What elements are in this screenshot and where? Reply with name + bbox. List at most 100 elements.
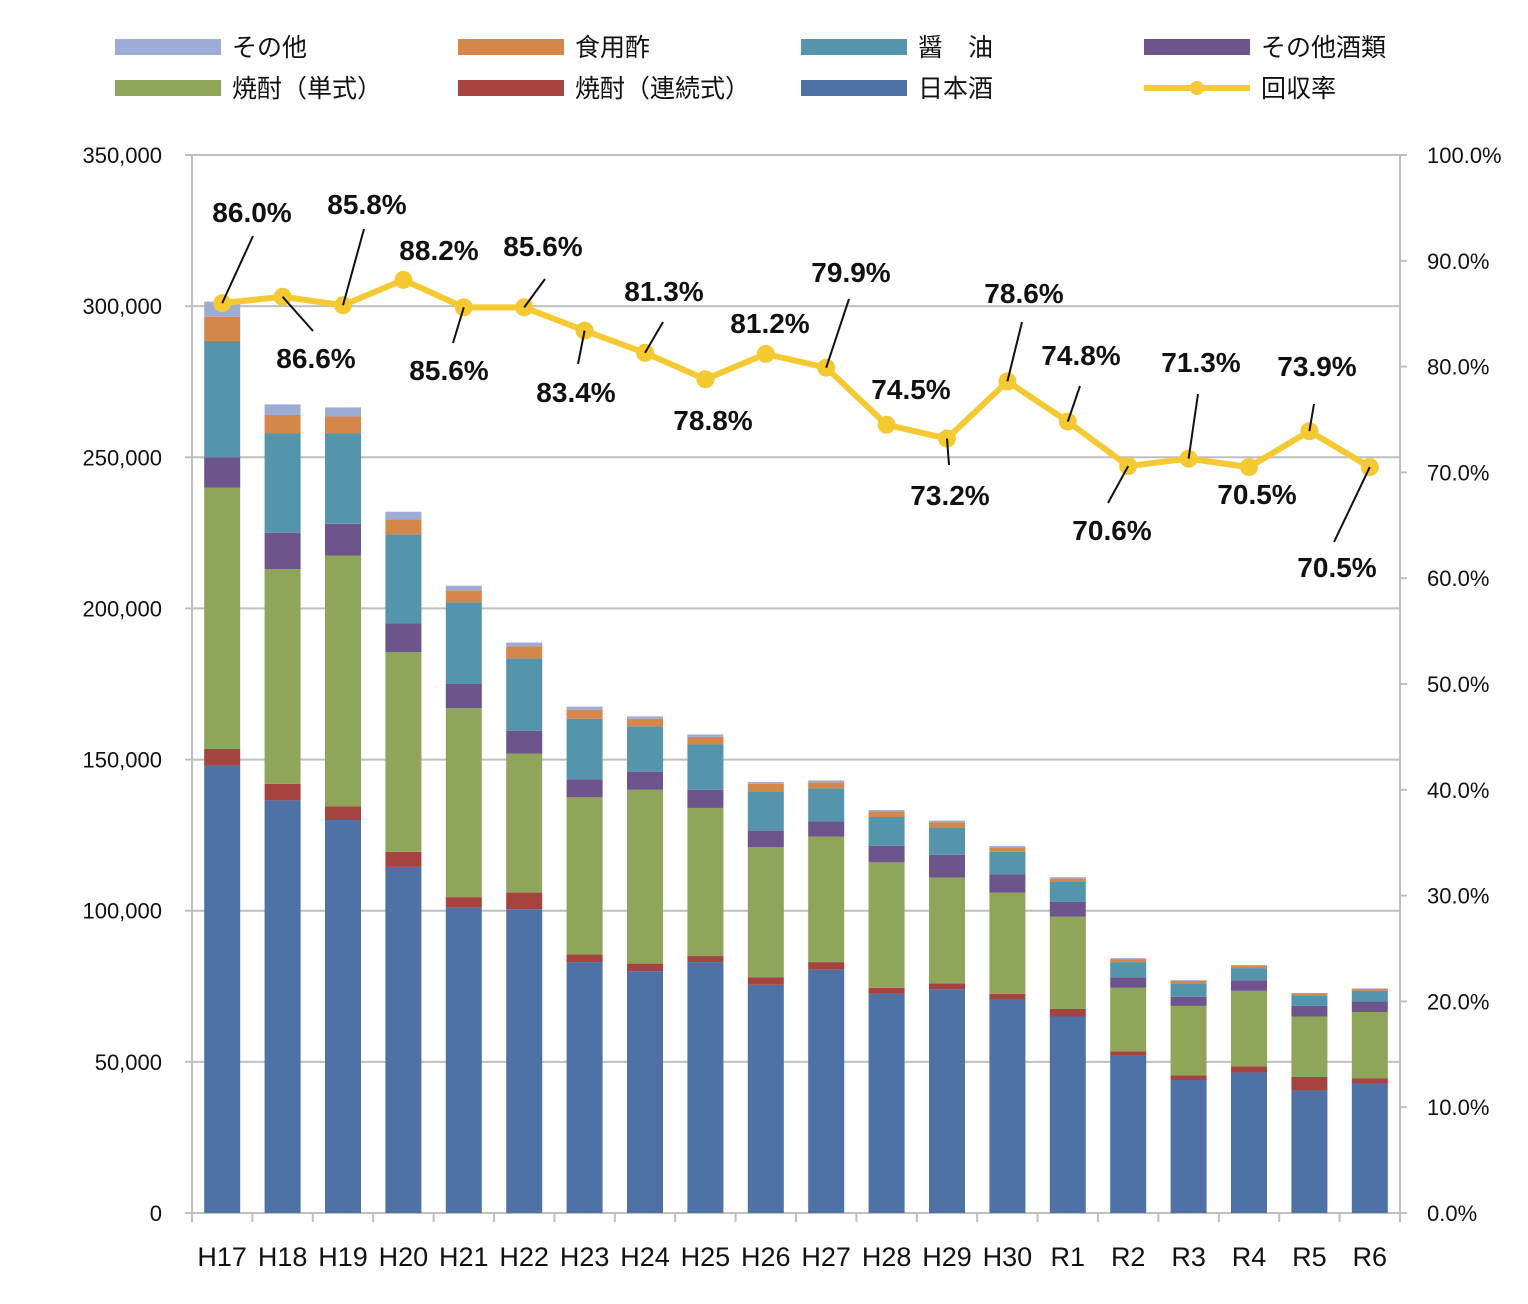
x-tick-label: H30	[983, 1242, 1033, 1272]
bar-segment	[1231, 968, 1267, 981]
rate-data-label: 81.3%	[624, 276, 703, 307]
bar-segment	[506, 753, 543, 893]
bar-segment	[1049, 877, 1086, 879]
bar-segment	[1351, 1011, 1388, 1079]
bar-segment	[264, 800, 301, 1213]
legend-swatch	[458, 39, 564, 55]
rate-data-label: 71.3%	[1161, 347, 1240, 378]
y2-tick-label: 30.0%	[1427, 884, 1489, 909]
bar-segment	[1049, 881, 1086, 902]
bar-segment	[929, 827, 965, 855]
legend-swatch	[115, 39, 221, 55]
bar-segment	[808, 788, 845, 822]
bar-segment	[989, 999, 1026, 1213]
bar-segment	[868, 810, 905, 812]
bar-segment	[566, 779, 603, 798]
y-tick-label: 250,000	[82, 445, 162, 470]
bar-segment	[1110, 1051, 1147, 1056]
bar-segment	[506, 642, 543, 647]
y2-tick-label: 100.0%	[1427, 143, 1502, 168]
bar-segment	[627, 771, 663, 790]
y-tick-label: 150,000	[82, 748, 162, 773]
rate-point	[696, 370, 715, 389]
bar-segment	[1291, 1016, 1328, 1077]
legend-marker	[1190, 81, 1204, 95]
bar-segment	[204, 316, 241, 341]
bar-segment	[1049, 878, 1086, 882]
bar-segment	[264, 783, 301, 801]
bar-segment	[1231, 1072, 1267, 1213]
bar-segment	[264, 404, 301, 415]
bar-segment	[204, 340, 241, 458]
x-tick-label: H19	[318, 1242, 368, 1272]
bar-segment	[747, 984, 784, 1213]
bar-segment	[1291, 992, 1328, 994]
bar-segment	[1231, 964, 1267, 966]
bar-segment	[264, 532, 301, 570]
leader-line	[946, 438, 950, 466]
bar-segment	[325, 433, 361, 524]
legend-label: その他	[232, 33, 307, 62]
bar-segment	[506, 892, 543, 910]
bar-segment	[1170, 1079, 1207, 1213]
bar-segment	[747, 847, 784, 978]
bar-segment	[1110, 959, 1147, 963]
bar-segment	[627, 716, 663, 719]
rate-point	[394, 270, 413, 289]
bar-segment	[989, 993, 1026, 1000]
rate-data-label: 85.6%	[503, 231, 582, 262]
rate-line	[221, 276, 1372, 471]
x-tick-label: H17	[197, 1242, 247, 1272]
rate-data-label: 85.8%	[327, 189, 406, 220]
y2-tick-label: 80.0%	[1427, 355, 1489, 380]
x-tick-label: R3	[1171, 1242, 1206, 1272]
rate-data-label: 74.5%	[871, 374, 950, 405]
y2-tick-label: 40.0%	[1427, 778, 1489, 803]
bar-segment	[808, 962, 845, 970]
bar-segment	[989, 892, 1026, 994]
y-tick-label: 200,000	[82, 596, 162, 621]
rate-data-label: 74.8%	[1041, 340, 1120, 371]
rate-point	[756, 344, 775, 363]
rate-data-label: 86.0%	[212, 197, 291, 228]
bar-segment	[1351, 1078, 1388, 1084]
bar-segment	[566, 709, 603, 719]
bar-segment	[868, 845, 905, 863]
bar-segment	[1049, 901, 1086, 917]
bar-segment	[989, 851, 1026, 875]
rate-data-label: 85.6%	[409, 355, 488, 386]
y2-tick-label: 50.0%	[1427, 672, 1489, 697]
bar-segment	[929, 983, 965, 990]
x-tick-label: H24	[620, 1242, 670, 1272]
leader-line	[1006, 321, 1023, 382]
rate-data-label: 78.8%	[673, 405, 752, 436]
y-tick-label: 350,000	[82, 143, 162, 168]
bar-segment	[445, 602, 482, 684]
bar-segment	[204, 487, 241, 749]
bar-segment	[627, 789, 663, 964]
bar-segment	[627, 971, 663, 1213]
bar-segment	[385, 652, 422, 852]
leader-line	[825, 298, 850, 368]
bar-segment	[1351, 1001, 1388, 1012]
bar-segment	[1170, 980, 1207, 984]
x-tick-label: H27	[801, 1242, 851, 1272]
bar-segment	[1231, 990, 1267, 1067]
x-tick-label: H28	[862, 1242, 912, 1272]
bar-segment	[868, 987, 905, 994]
x-tick-label: H20	[379, 1242, 429, 1272]
legend-swatch	[458, 80, 564, 96]
bar-segment	[264, 433, 301, 533]
bar-segment	[1231, 965, 1267, 969]
bar-segment	[445, 907, 482, 1213]
bar-segment	[385, 866, 422, 1213]
legend-swatch	[1144, 39, 1250, 55]
bar-segment	[1110, 962, 1147, 978]
bar-segment	[385, 511, 422, 520]
bar-segment	[1291, 1005, 1328, 1017]
bar-segment	[808, 836, 845, 963]
bar-segment	[566, 706, 603, 710]
bar-segment	[1291, 995, 1328, 1006]
